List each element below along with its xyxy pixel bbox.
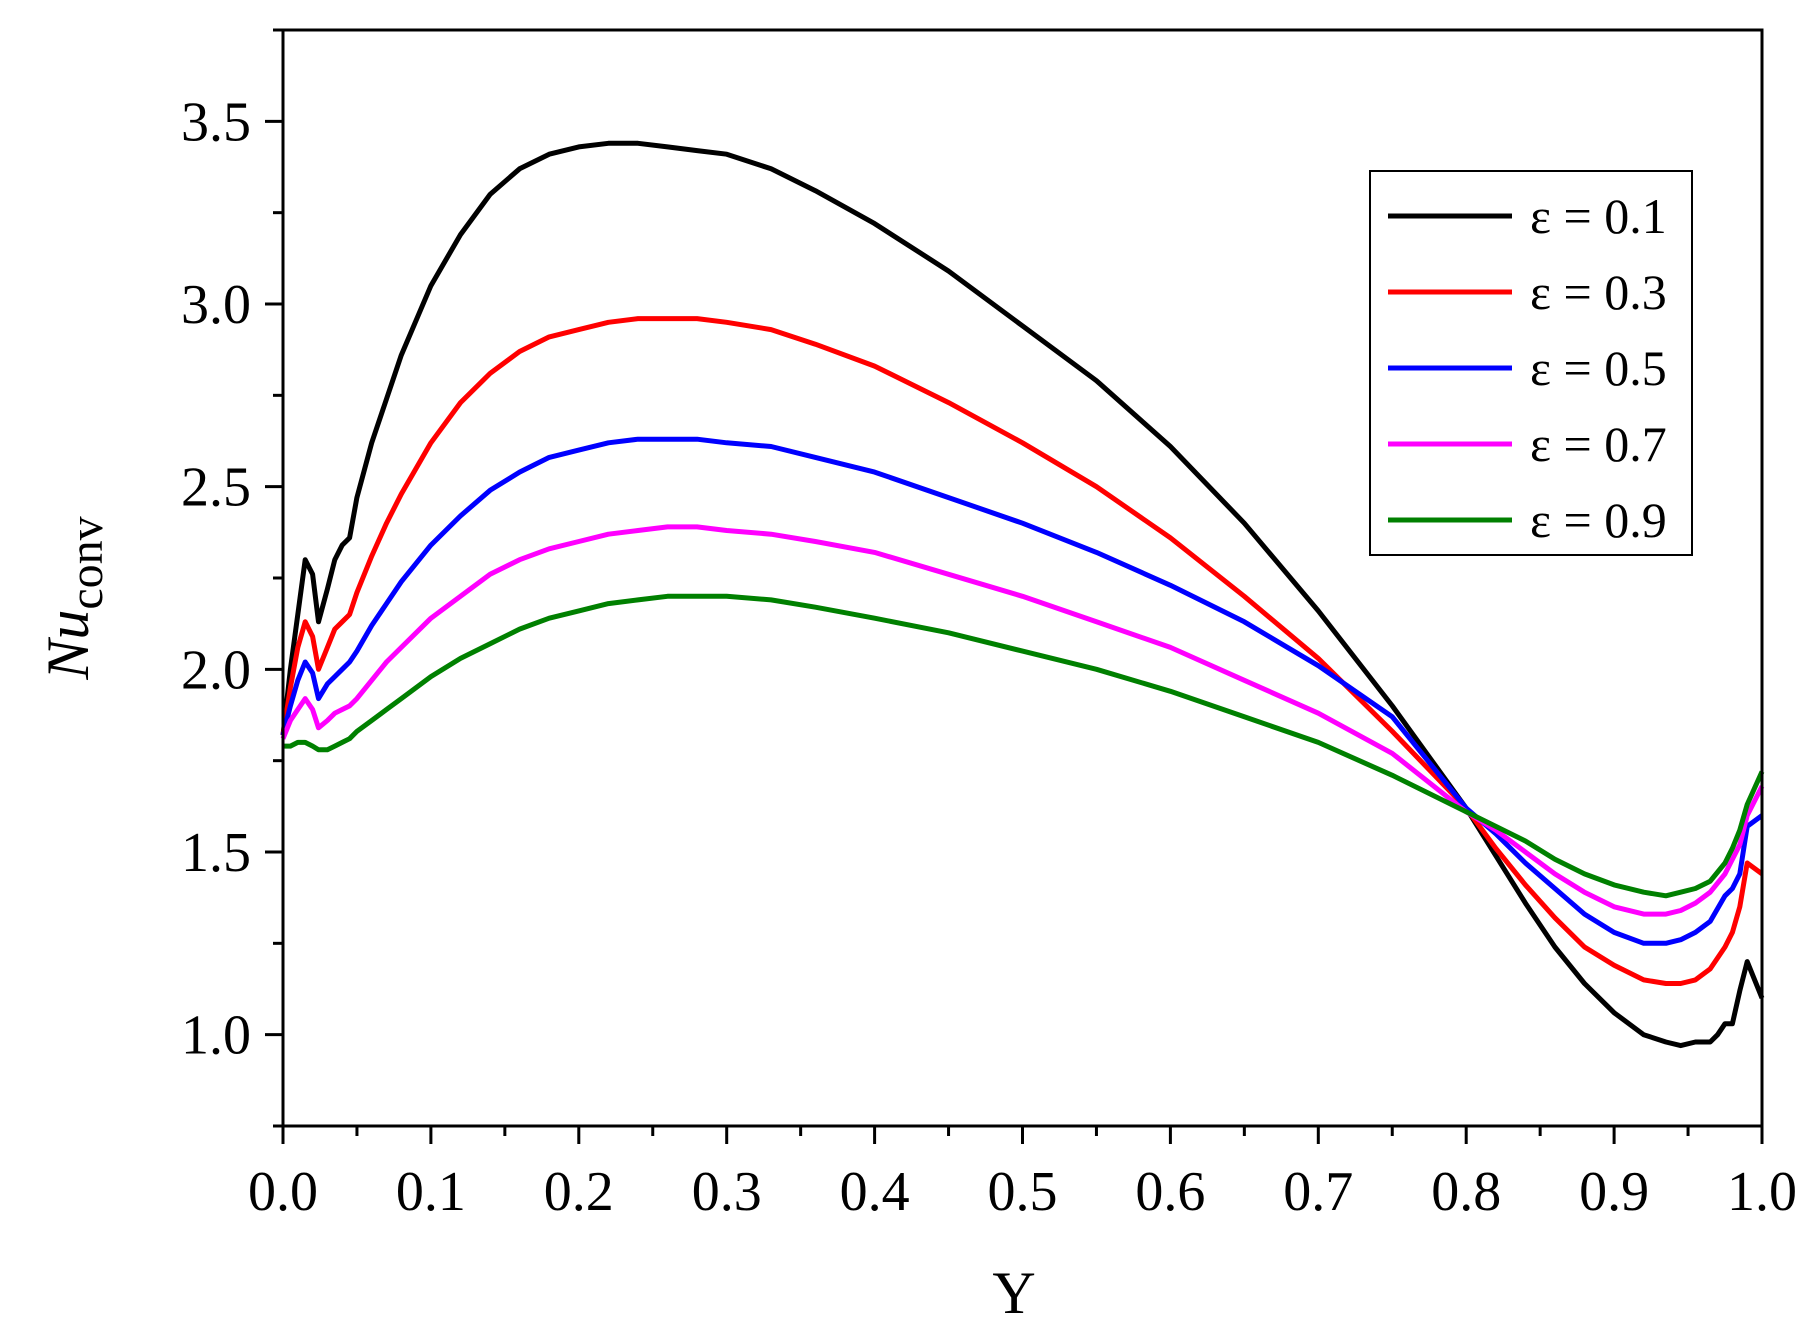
x-tick-label: 0.8 — [1431, 1161, 1501, 1223]
legend-label: ε = 0.3 — [1530, 264, 1667, 320]
x-tick-label: 0.1 — [396, 1161, 466, 1223]
x-tick-label: 0.7 — [1283, 1161, 1353, 1223]
series-line-4 — [280, 524, 1765, 917]
legend-items: ε = 0.1 ε = 0.3 ε = 0.5 ε = 0.7 ε = 0.9 — [1388, 188, 1667, 548]
y-tick-label: 3.5 — [181, 91, 251, 153]
legend-label: ε = 0.9 — [1530, 492, 1667, 548]
x-tick-label: 0.4 — [840, 1161, 910, 1223]
legend-label: ε = 0.5 — [1530, 340, 1667, 396]
series-layer — [280, 140, 1765, 1049]
y-tick-labels: 1.0 1.5 2.0 2.5 3.0 3.5 — [181, 91, 251, 1066]
x-tick-labels: 0.0 0.1 0.2 0.3 0.4 0.5 0.6 0.7 0.8 0.9 1.0 — [248, 1161, 1797, 1223]
x-tick-label: 0.0 — [248, 1161, 318, 1223]
x-tick-label: 0.5 — [988, 1161, 1058, 1223]
x-axis-label: Y — [992, 1260, 1035, 1326]
x-tick-label: 0.6 — [1135, 1161, 1205, 1223]
y-axis-label-main: Nu — [35, 610, 101, 681]
y-tick-label: 2.0 — [181, 639, 251, 701]
y-tick-label: 1.5 — [181, 822, 251, 884]
series-line-3 — [280, 436, 1764, 946]
ticks-layer — [265, 28, 1764, 1144]
x-tick-label: 1.0 — [1727, 1161, 1797, 1223]
x-tick-label: 0.2 — [544, 1161, 614, 1223]
y-tick-label: 1.0 — [181, 1005, 251, 1067]
x-tick-label: 0.9 — [1579, 1161, 1649, 1223]
series-line-2 — [280, 316, 1764, 986]
y-axis-label: Nuconv — [35, 516, 113, 680]
series-line-1 — [280, 140, 1765, 1049]
x-tick-label: 0.3 — [692, 1161, 762, 1223]
y-tick-label: 2.5 — [181, 457, 251, 519]
legend-box — [1369, 170, 1693, 556]
legend: ε = 0.1 ε = 0.3 ε = 0.5 ε = 0.7 ε = 0.9 — [1369, 170, 1693, 556]
y-axis-label-sub: conv — [60, 516, 113, 609]
series-line-5 — [283, 593, 1765, 899]
legend-label: ε = 0.7 — [1530, 416, 1667, 472]
y-tick-label: 3.0 — [181, 274, 251, 336]
legend-label: ε = 0.1 — [1530, 188, 1667, 244]
